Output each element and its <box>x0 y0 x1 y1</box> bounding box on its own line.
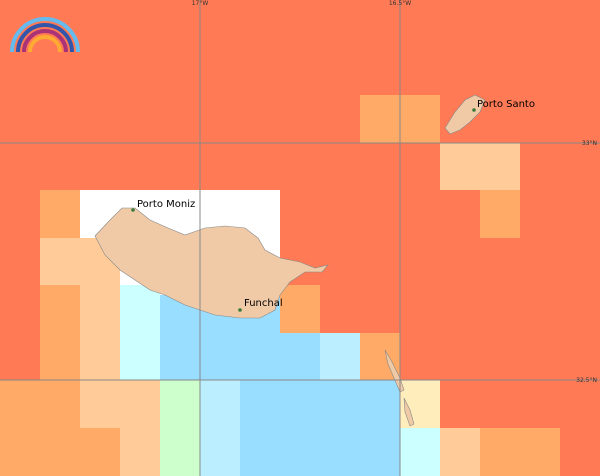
place-marker <box>131 208 135 212</box>
place-marker <box>472 108 476 112</box>
porto-santo-island <box>444 94 486 135</box>
desertas-south <box>403 397 415 427</box>
longitude-label: 16.5°W <box>389 0 411 7</box>
desertas <box>384 349 405 393</box>
place-markers <box>131 108 476 312</box>
madeira <box>94 207 329 319</box>
place-label: Funchal <box>244 298 283 309</box>
place-label: Porto Moniz <box>137 199 195 210</box>
latitude-label: 33°N <box>582 140 597 147</box>
longitude-label: 17°W <box>192 0 209 7</box>
logo <box>10 17 80 53</box>
latitude-label: 32.5°N <box>576 377 597 384</box>
place-label: Porto Santo <box>477 99 535 110</box>
place-marker <box>238 308 242 312</box>
land <box>94 94 486 427</box>
